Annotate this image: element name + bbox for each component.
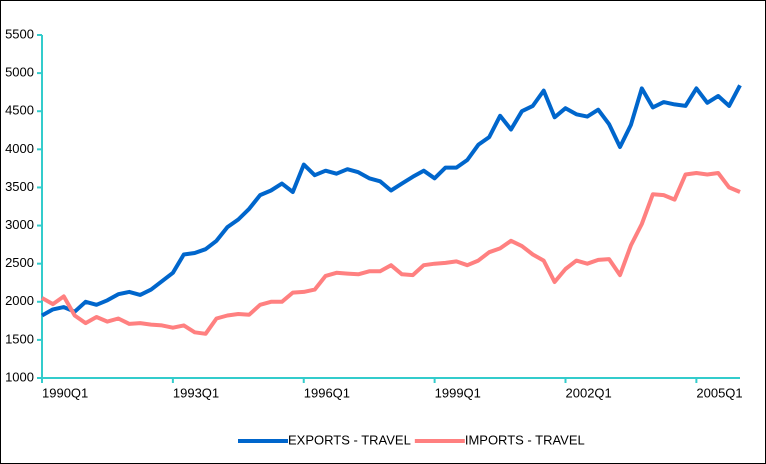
series-line (41, 84, 742, 318)
y-tick-label: 4000 (5, 141, 34, 156)
y-tick-label: 3500 (5, 179, 34, 194)
x-tick-label: 2002Q1 (566, 385, 612, 400)
series-line (41, 171, 741, 336)
y-tick-label: 1500 (5, 331, 34, 346)
y-tick-label: 4500 (5, 103, 34, 118)
x-tick-label: 2005Q1 (696, 385, 742, 400)
y-tick-label: 2000 (5, 293, 34, 308)
y-tick-label: 2500 (5, 255, 34, 270)
y-tick-label: 5500 (5, 26, 34, 41)
y-tick-label: 3000 (5, 217, 34, 232)
legend-label: IMPORTS - TRAVEL (465, 432, 585, 447)
x-tick-label: 1990Q1 (42, 385, 88, 400)
x-tick-label: 1999Q1 (435, 385, 481, 400)
x-tick-label: 1996Q1 (304, 385, 350, 400)
y-tick-label: 5000 (5, 65, 34, 80)
y-tick-label: 1000 (5, 369, 34, 384)
legend-label: EXPORTS - TRAVEL (288, 432, 411, 447)
x-tick-label: 1993Q1 (173, 385, 219, 400)
